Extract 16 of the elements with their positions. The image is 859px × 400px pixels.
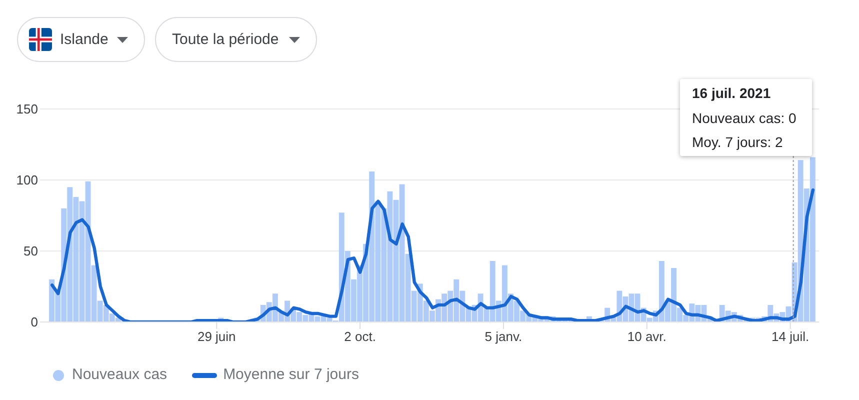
annotation: Moy. 7 jours: 2 <box>692 133 784 152</box>
x-tick-label: 14 juil. <box>772 329 810 344</box>
annotation: Nouveaux cas: 0 <box>692 108 798 128</box>
dropdown: Islande <box>17 17 145 62</box>
x-tick-label: 10 avr. <box>627 329 666 344</box>
y-tick-label: 150 <box>16 102 38 117</box>
y-tick-label: 50 <box>24 244 38 259</box>
dropdown: Toute la période <box>155 17 317 62</box>
legend-label: Nouveaux cas <box>72 365 168 385</box>
x-tick-label: 29 juin <box>197 329 236 344</box>
x-tick-label: 5 janv. <box>484 329 522 344</box>
x-tick-label: 2 oct. <box>344 329 376 344</box>
y-tick-label: 0 <box>30 314 38 330</box>
y-tick-label: 100 <box>16 172 38 188</box>
tooltip: 16 juil. 2021 Nouveaux cas: 0 Moy. 7 jours: 2 <box>680 79 812 156</box>
legend-label: Moyenne sur 7 jours <box>223 365 359 385</box>
